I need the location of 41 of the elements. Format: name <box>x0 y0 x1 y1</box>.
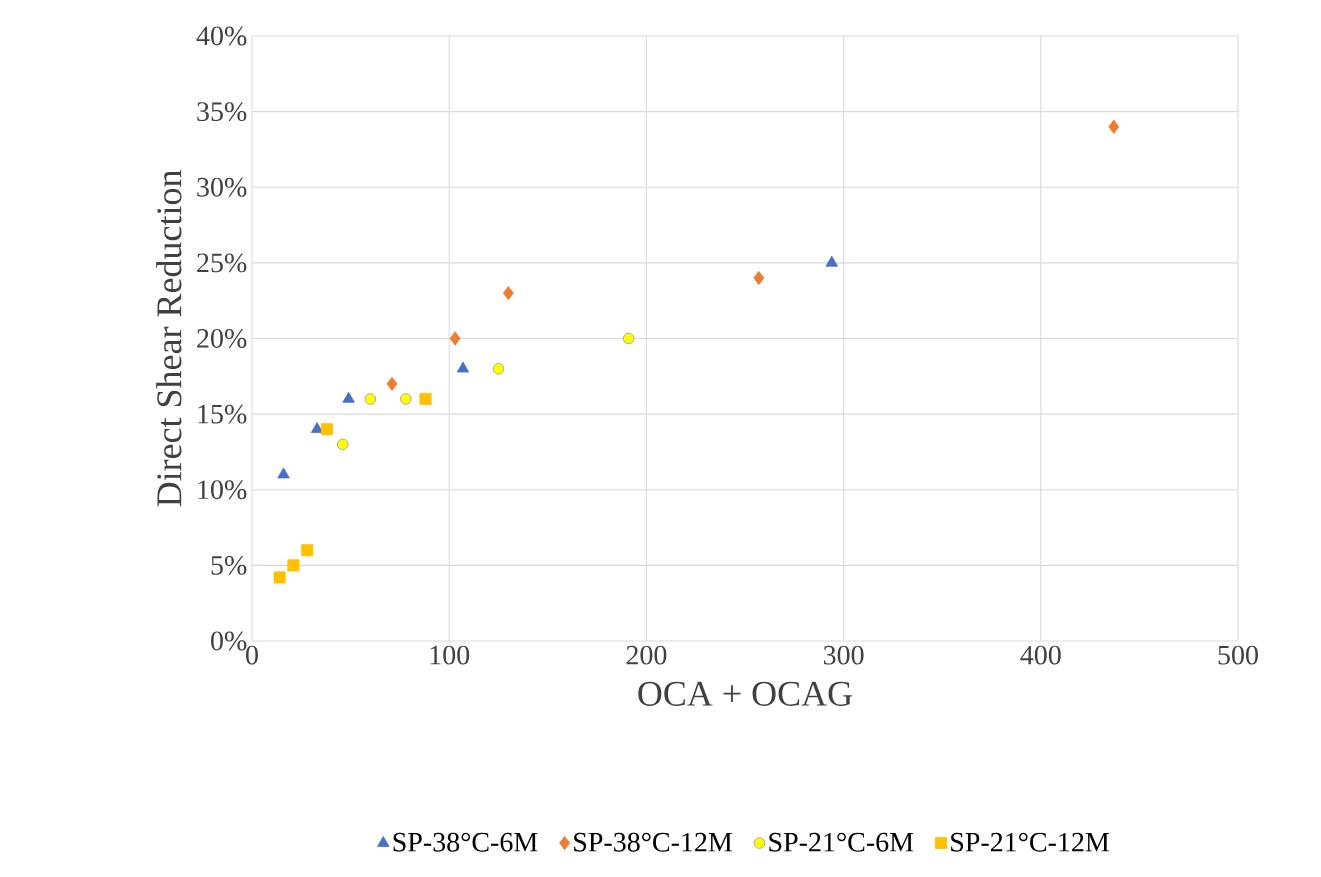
x-tick-label: 400 <box>1020 645 1061 665</box>
point <box>622 332 635 345</box>
legend-label: SP-38°C-12M <box>574 832 732 852</box>
y-tick-label: 15% <box>198 404 247 424</box>
point <box>492 363 505 375</box>
y-axis-title: Direct Shear Reduction <box>156 170 182 507</box>
point <box>419 392 432 405</box>
x-tick-label: 0 <box>246 645 258 665</box>
x-tick-label: 200 <box>626 645 667 665</box>
x-axis-title: OCA + OCAG <box>638 681 852 706</box>
point <box>336 438 349 451</box>
y-tick-label: 30% <box>197 177 247 197</box>
x-tick-label: 100 <box>430 645 470 665</box>
point <box>287 559 300 572</box>
point <box>502 286 514 301</box>
point <box>400 393 412 405</box>
point <box>364 393 377 405</box>
y-tick-label: 0% <box>211 631 247 651</box>
point <box>753 270 765 286</box>
legend-label: SP-21°C-12M <box>951 832 1109 852</box>
point <box>320 423 333 436</box>
point <box>310 422 324 433</box>
point <box>825 255 838 267</box>
y-tick-label: 35% <box>197 102 247 122</box>
x-tick-label: 300 <box>823 645 864 665</box>
y-tick-label: 40% <box>196 26 247 46</box>
y-tick-label: 5% <box>211 555 247 575</box>
legend-label: SP-38°C-6M <box>393 832 538 852</box>
point <box>456 361 470 373</box>
point <box>342 391 355 403</box>
y-tick-label: 20% <box>197 329 247 348</box>
point <box>386 376 398 391</box>
x-tick-label: 500 <box>1218 645 1258 665</box>
point <box>277 467 290 479</box>
y-tick-label: 25% <box>197 253 247 273</box>
point <box>449 331 461 346</box>
point <box>273 571 286 584</box>
point <box>1108 119 1120 134</box>
legend-label: SP-21°C-6M <box>769 832 914 852</box>
y-tick-label: 10% <box>198 480 247 500</box>
point <box>301 544 314 557</box>
